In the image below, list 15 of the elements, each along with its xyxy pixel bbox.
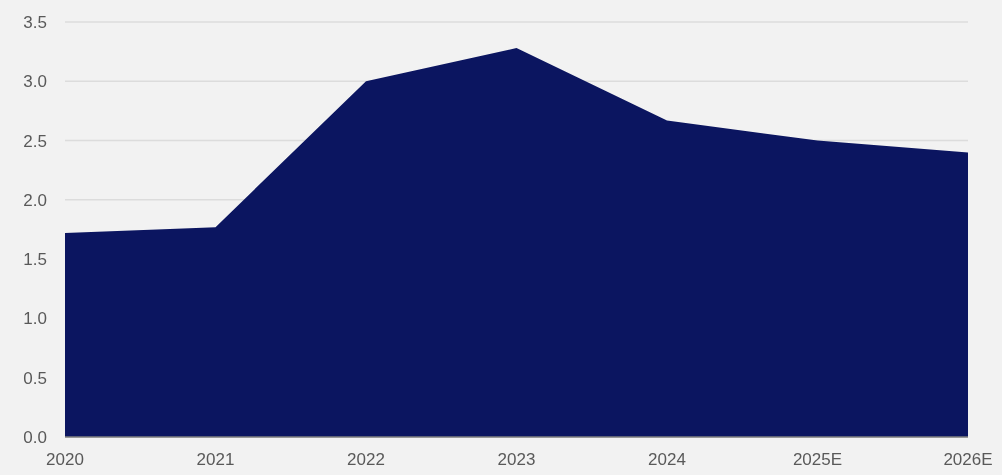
y-tick-label: 1.0 (23, 309, 47, 329)
x-tick-label: 2023 (497, 450, 536, 470)
x-tick-label: 2026E (943, 450, 993, 470)
x-tick-label: 2025E (792, 450, 843, 470)
x-tick-label: 2021 (196, 450, 235, 470)
y-tick-label: 2.0 (23, 190, 47, 210)
y-tick-label: 2.5 (23, 131, 47, 151)
y-tick-label: 0.0 (23, 428, 47, 448)
x-tick-label: 2024 (648, 450, 686, 470)
y-tick-label: 3.5 (23, 13, 47, 33)
y-tick-label: 1.5 (23, 250, 47, 270)
x-tick-label: 2022 (347, 450, 385, 470)
x-tick-label: 2020 (46, 450, 84, 470)
y-tick-label: 0.5 (23, 368, 47, 388)
y-tick-label: 3.0 (23, 72, 47, 92)
